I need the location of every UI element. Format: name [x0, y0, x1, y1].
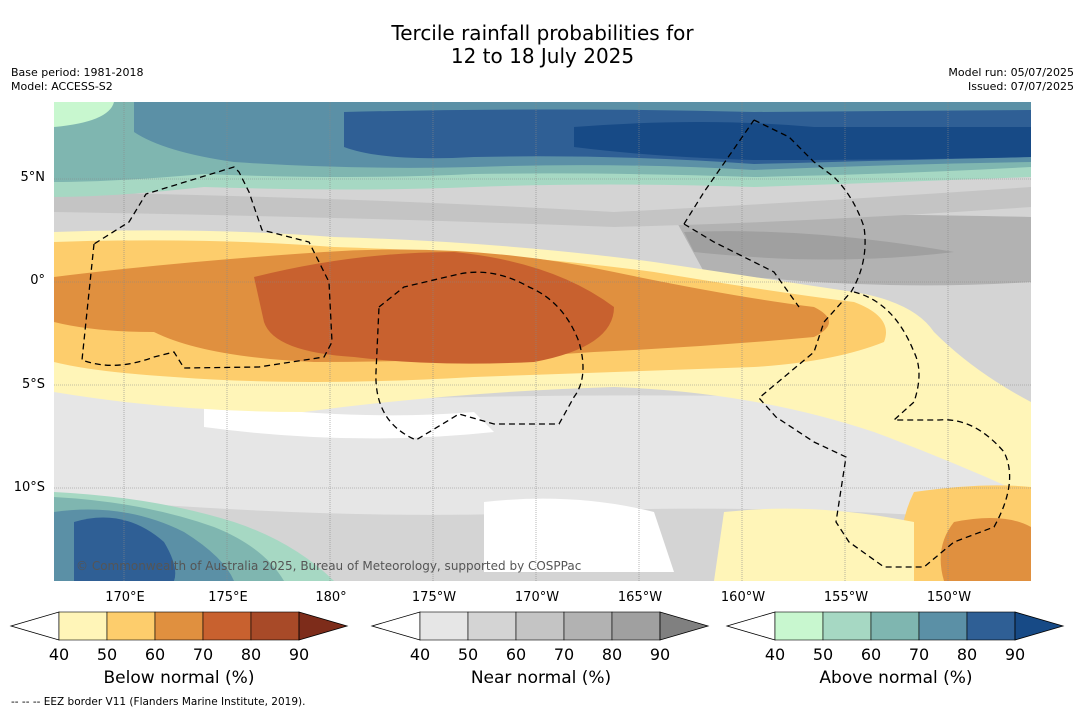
- lon-label-165w: 165°W: [617, 590, 663, 605]
- below-segment-50: [106, 611, 156, 641]
- base-info: Base period: 1981-2018 Model: ACCESS-S2: [11, 66, 143, 94]
- copyright-text: © Commonwealth of Australia 2025, Bureau…: [76, 559, 581, 573]
- colorbar-above-title: Above normal (%): [819, 668, 973, 688]
- above-segment-40: [774, 611, 824, 641]
- below-extend-high: [298, 611, 349, 641]
- near-tick-90: 90: [650, 645, 670, 664]
- base-period: Base period: 1981-2018: [11, 66, 144, 79]
- above-normal-90-band: [574, 122, 1031, 160]
- above-tick-40: 40: [765, 645, 785, 664]
- above-segment-80: [966, 611, 1016, 641]
- map-title: Tercile rainfall probabilities for 12 to…: [0, 22, 1085, 68]
- near-segment-50: [467, 611, 517, 641]
- near-tick-40: 40: [410, 645, 430, 664]
- white-zone-south: [484, 498, 674, 572]
- below-normal-south: [714, 508, 914, 581]
- below-normal-southeast-60: [940, 518, 1031, 581]
- graticule: [54, 102, 1031, 581]
- lat-label-10s: 10°S: [13, 480, 45, 495]
- above-normal-southwest-80: [74, 517, 176, 581]
- lat-label-0: 0°: [30, 273, 45, 288]
- above-extend-low: [725, 611, 776, 641]
- eez-footnote: -- -- -- EEZ border V11 (Flanders Marine…: [11, 696, 306, 708]
- model-run: Model run: 05/07/2025: [948, 66, 1074, 79]
- lon-label-150w: 150°W: [926, 590, 972, 605]
- above-segment-50: [822, 611, 872, 641]
- above-tick-90: 90: [1005, 645, 1025, 664]
- above-extend-high: [1014, 611, 1065, 641]
- near-segment-60: [515, 611, 565, 641]
- above-segment-60: [870, 611, 920, 641]
- lon-label-180: 180°: [315, 590, 347, 605]
- lon-label-175w: 175°W: [411, 590, 457, 605]
- below-tick-60: 60: [145, 645, 165, 664]
- near-segment-80: [611, 611, 661, 641]
- title-line-1: Tercile rainfall probabilities for: [391, 21, 694, 45]
- issued-date: Issued: 07/07/2025: [967, 80, 1074, 93]
- lat-label-5n: 5°N: [20, 170, 46, 185]
- above-tick-50: 50: [813, 645, 833, 664]
- near-normal-60-band: [54, 187, 1031, 227]
- model-name: Model: ACCESS-S2: [11, 80, 113, 93]
- colorbar-below-title: Below normal (%): [103, 668, 255, 688]
- colorbar-above: 40 50 60 70 80 90: [725, 611, 1065, 664]
- below-tick-70: 70: [193, 645, 213, 664]
- lon-label-155w: 155°W: [823, 590, 869, 605]
- near-segment-70: [563, 611, 613, 641]
- near-extend-high: [659, 611, 710, 641]
- below-normal-70-band: [254, 252, 614, 364]
- below-segment-40: [58, 611, 108, 641]
- lon-label-170w: 170°W: [514, 590, 560, 605]
- near-extend-low: [370, 611, 421, 641]
- above-normal-40-patch: [54, 102, 114, 127]
- lat-label-5s: 5°S: [21, 377, 45, 392]
- above-tick-60: 60: [861, 645, 881, 664]
- below-extend-low: [9, 611, 60, 641]
- lon-label-160w: 160°W: [720, 590, 766, 605]
- near-normal-80-zone: [684, 231, 954, 260]
- above-tick-80: 80: [957, 645, 977, 664]
- colorbar-near: 40 50 60 70 80 90: [370, 611, 710, 664]
- lon-label-175e: 175°E: [208, 590, 248, 605]
- lon-label-170e: 170°E: [105, 590, 145, 605]
- colorbar-near-title: Near normal (%): [470, 668, 612, 688]
- map-canvas: © Commonwealth of Australia 2025, Bureau…: [54, 102, 1031, 581]
- near-tick-50: 50: [458, 645, 478, 664]
- title-line-2: 12 to 18 July 2025: [450, 44, 635, 68]
- colorbar-group: 40 50 60 70 80 90 40 50 60 70 80 90 40 50 60 70 80 90: [9, 611, 1065, 664]
- below-tick-40: 40: [49, 645, 69, 664]
- run-info: Model run: 05/07/2025 Issued: 07/07/2025: [948, 66, 1074, 94]
- near-tick-80: 80: [602, 645, 622, 664]
- colorbar-below: 40 50 60 70 80 90: [9, 611, 349, 664]
- below-tick-80: 80: [241, 645, 261, 664]
- above-tick-70: 70: [909, 645, 929, 664]
- below-tick-50: 50: [97, 645, 117, 664]
- below-tick-90: 90: [289, 645, 309, 664]
- below-segment-60: [154, 611, 204, 641]
- near-tick-70: 70: [554, 645, 574, 664]
- below-segment-70: [202, 611, 252, 641]
- eez-borders: [81, 119, 1011, 568]
- above-segment-70: [918, 611, 968, 641]
- near-tick-60: 60: [506, 645, 526, 664]
- probability-map: © Commonwealth of Australia 2025, Bureau…: [54, 102, 1031, 581]
- below-segment-80: [250, 611, 300, 641]
- near-segment-40: [419, 611, 469, 641]
